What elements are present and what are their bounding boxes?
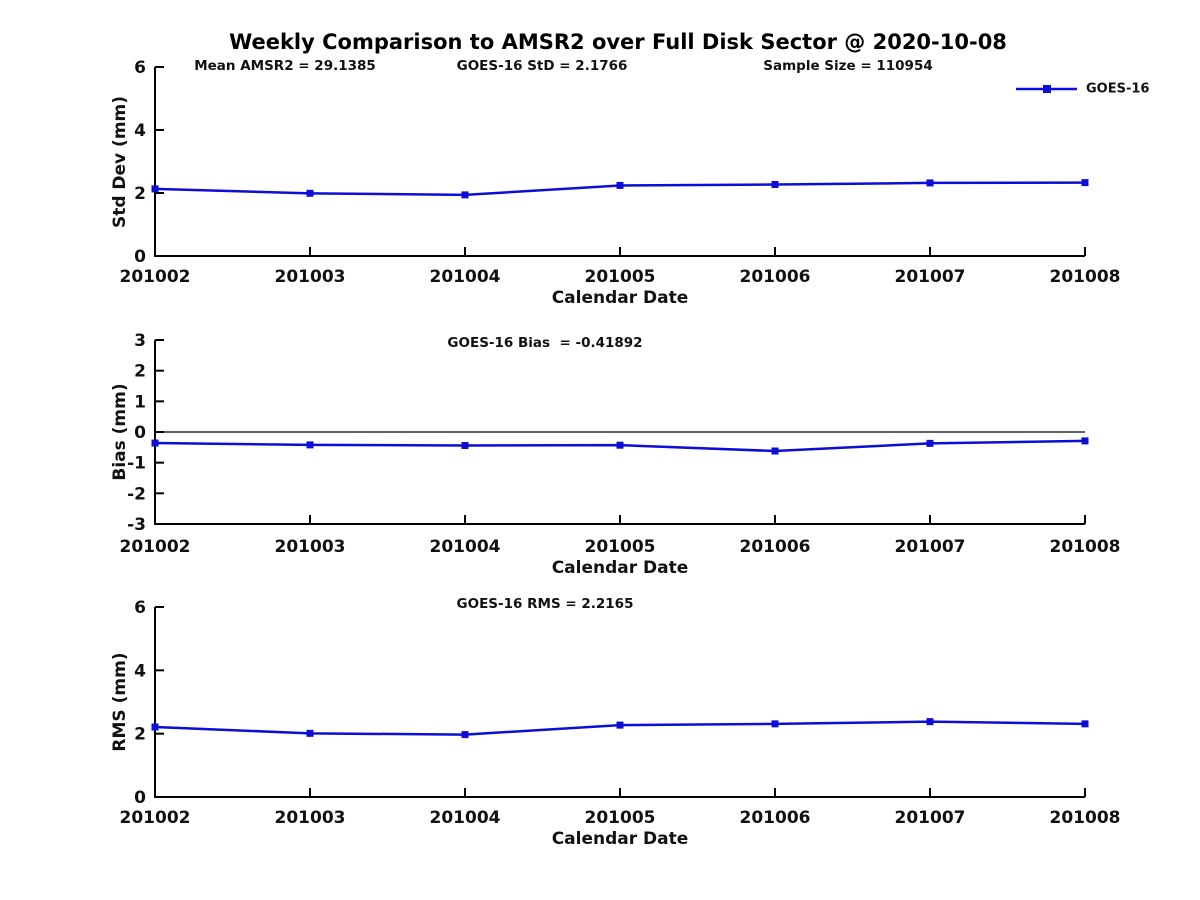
legend-line-marker	[1016, 85, 1077, 93]
data-point-marker	[771, 720, 779, 728]
annotation-mean-amsr2: Mean AMSR2 = 29.1385	[194, 58, 376, 74]
data-point-marker	[926, 439, 934, 447]
y-tick-label: 0	[134, 788, 146, 808]
x-tick-label: 201007	[895, 808, 966, 828]
y-tick-label: 1	[134, 392, 146, 412]
x-tick-label: 201003	[275, 808, 346, 828]
y-tick-label: 6	[134, 58, 146, 78]
y-tick-label: 6	[134, 598, 146, 618]
data-point-marker	[151, 185, 159, 193]
y-tick-label: 4	[134, 661, 146, 681]
legend-label-goes16: GOES-16	[1086, 81, 1150, 97]
data-point-marker	[306, 729, 314, 737]
data-point-marker	[1081, 720, 1089, 728]
x-tick-label: 201007	[895, 267, 966, 287]
data-point-marker	[616, 441, 624, 449]
y-tick-label: 4	[134, 121, 146, 141]
x-tick-label: 201003	[275, 267, 346, 287]
data-point-marker	[1081, 179, 1089, 187]
y-axis-label-rms: RMS (mm)	[110, 652, 130, 752]
annotation-goes16-bias: GOES-16 Bias = -0.41892	[447, 335, 643, 351]
x-tick-label: 201005	[585, 267, 656, 287]
x-tick-label: 201002	[120, 267, 191, 287]
x-tick-label: 201002	[120, 808, 191, 828]
y-tick-label: -2	[127, 484, 146, 504]
data-point-marker	[926, 718, 934, 726]
data-point-marker	[771, 180, 779, 188]
x-tick-label: 201004	[430, 537, 501, 557]
y-tick-label: 2	[134, 184, 146, 204]
y-tick-label: -3	[127, 515, 146, 535]
data-point-marker	[151, 723, 159, 731]
data-point-marker	[461, 731, 469, 739]
x-tick-label: 201003	[275, 537, 346, 557]
y-tick-label: -1	[127, 454, 146, 474]
data-point-marker	[306, 189, 314, 197]
y-tick-label: 0	[134, 423, 146, 443]
y-axis-label-bias: Bias (mm)	[110, 383, 130, 481]
data-point-marker	[151, 439, 159, 447]
data-point-marker	[461, 191, 469, 199]
y-axis-label-std-dev: Std Dev (mm)	[110, 95, 130, 228]
x-tick-label: 201005	[585, 808, 656, 828]
figure-title: Weekly Comparison to AMSR2 over Full Dis…	[229, 30, 1007, 54]
y-tick-label: 2	[134, 362, 146, 382]
annotation-goes16-rms: GOES-16 RMS = 2.2165	[456, 596, 634, 612]
x-tick-label: 201006	[740, 808, 811, 828]
data-point-marker	[461, 441, 469, 449]
x-axis-label-calendar-date-top: Calendar Date	[551, 288, 689, 308]
y-tick-label: 2	[134, 725, 146, 745]
annotation-sample-size: Sample Size = 110954	[763, 58, 933, 74]
legend-marker-icon	[1043, 85, 1051, 93]
data-point-marker	[616, 181, 624, 189]
x-tick-label: 201006	[740, 537, 811, 557]
x-tick-label: 201004	[430, 267, 501, 287]
annotation-goes16-std: GOES-16 StD = 2.1766	[456, 58, 628, 74]
x-tick-label: 201002	[120, 537, 191, 557]
x-tick-label: 201007	[895, 537, 966, 557]
x-tick-label: 201005	[585, 537, 656, 557]
x-axis-label-calendar-date-bottom: Calendar Date	[551, 829, 689, 849]
data-point-marker	[1081, 437, 1089, 445]
x-tick-label: 201008	[1050, 267, 1121, 287]
x-tick-label: 201006	[740, 267, 811, 287]
data-point-marker	[926, 179, 934, 187]
x-tick-label: 201004	[430, 808, 501, 828]
y-tick-label: 3	[134, 331, 146, 351]
y-tick-label: 0	[134, 247, 146, 267]
data-point-marker	[771, 447, 779, 455]
data-point-marker	[616, 721, 624, 729]
data-point-marker	[306, 441, 314, 449]
x-tick-label: 201008	[1050, 537, 1121, 557]
x-tick-label: 201008	[1050, 808, 1121, 828]
x-axis-label-calendar-date-middle: Calendar Date	[551, 558, 689, 578]
